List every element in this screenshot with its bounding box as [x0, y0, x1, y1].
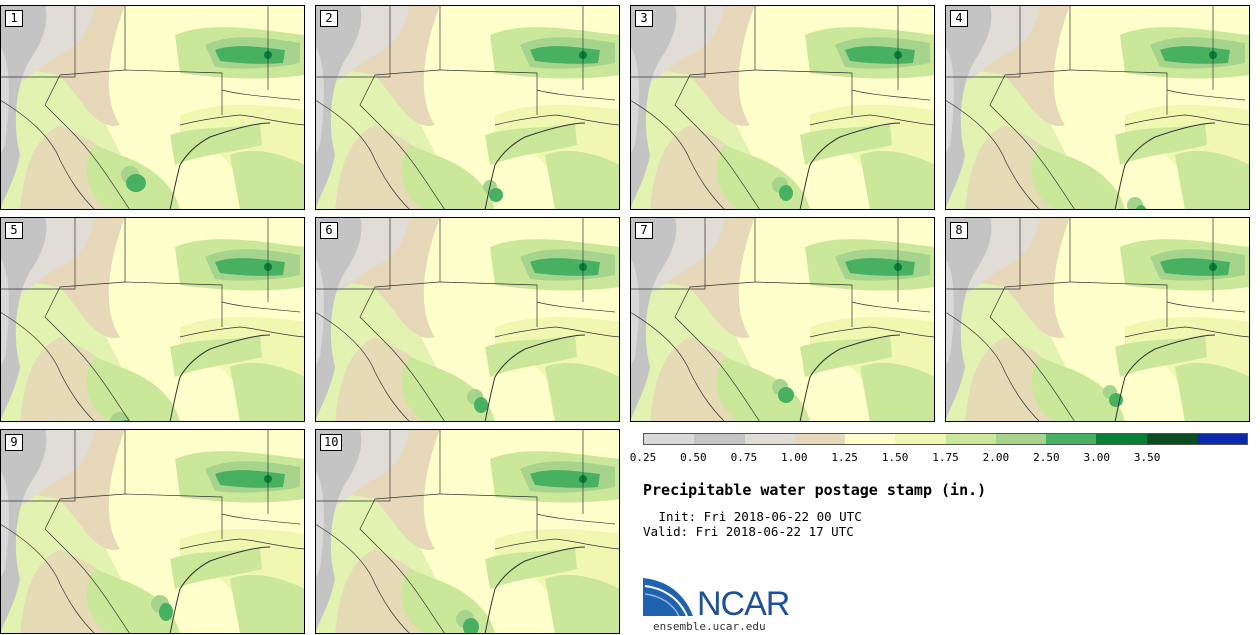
stamp-number: 7 — [635, 222, 653, 239]
colorbar-segment — [1146, 434, 1197, 444]
colorbar-tick-label: 2.50 — [1033, 451, 1060, 464]
valid-time: Valid: Fri 2018-06-22 17 UTC — [643, 524, 854, 539]
colorbar-tick-label: 0.25 — [629, 451, 657, 464]
stamp-number: 10 — [320, 434, 343, 451]
colorbar-segment — [794, 434, 845, 444]
colorbar-segment — [995, 434, 1046, 444]
stamp-map — [315, 429, 620, 634]
stamp-map — [315, 217, 620, 422]
colorbar-segment — [1096, 434, 1147, 444]
colorbar — [643, 433, 1248, 445]
stamp-panel: 6 — [315, 217, 620, 422]
ncar-logo: NCAR — [643, 578, 790, 620]
colorbar-tick-label: 0.50 — [680, 451, 707, 464]
stamp-number: 8 — [950, 222, 968, 239]
colorbar-tick-label: 0.75 — [730, 451, 758, 464]
stamp-number: 2 — [320, 10, 338, 27]
colorbar-segment — [694, 434, 745, 444]
stamp-panel: 10 — [315, 429, 620, 634]
stamp-map — [315, 5, 620, 210]
colorbar-segment — [1196, 434, 1247, 444]
stamp-panel: 8 — [945, 217, 1250, 422]
stamp-map — [0, 217, 305, 422]
stamp-panel: 2 — [315, 5, 620, 210]
stamp-map — [0, 5, 305, 210]
colorbar-tick-label: 3.00 — [1083, 451, 1111, 464]
colorbar-segment — [845, 434, 896, 444]
colorbar-labels: 0.25 0.50 0.75 1.00 1.25 1.50 1.75 2.00 2.50 3.00… — [628, 451, 1260, 465]
logo-url: ensemble.ucar.edu — [653, 620, 766, 633]
stamp-panel: 1 — [0, 5, 305, 210]
stamp-panel: 4 — [945, 5, 1250, 210]
colorbar-segment — [644, 434, 695, 444]
stamp-panel: 5 — [0, 217, 305, 422]
colorbar-segment — [895, 434, 946, 444]
colorbar-segment — [945, 434, 996, 444]
stamp-map — [0, 429, 305, 634]
stamp-number: 3 — [635, 10, 653, 27]
colorbar-tick-label: 1.00 — [781, 451, 808, 464]
stamp-map — [945, 5, 1250, 210]
colorbar-tick-label: 1.25 — [831, 451, 858, 464]
stamp-number: 1 — [5, 10, 23, 27]
logo-text: NCAR — [697, 585, 789, 620]
init-time: Init: Fri 2018-06-22 00 UTC — [651, 509, 862, 524]
colorbar-tick-label: 3.50 — [1133, 451, 1161, 464]
colorbar-tick-label: 1.50 — [881, 451, 909, 464]
stamp-panel: 9 — [0, 429, 305, 634]
colorbar-segment — [1046, 434, 1097, 444]
stamp-map — [630, 5, 935, 210]
colorbar-segment — [744, 434, 795, 444]
stamp-map — [630, 217, 935, 422]
stamp-number: 9 — [5, 434, 23, 451]
plot-title: Precipitable water postage stamp (in.) — [643, 481, 987, 499]
colorbar-tick-label: 2.00 — [982, 451, 1010, 464]
stamp-number: 6 — [320, 222, 338, 239]
stamp-panel: 7 — [630, 217, 935, 422]
stamp-map — [945, 217, 1250, 422]
stamp-panel: 3 — [630, 5, 935, 210]
stamp-number: 4 — [950, 10, 968, 27]
stamp-number: 5 — [5, 222, 23, 239]
colorbar-tick-label: 1.75 — [932, 451, 959, 464]
